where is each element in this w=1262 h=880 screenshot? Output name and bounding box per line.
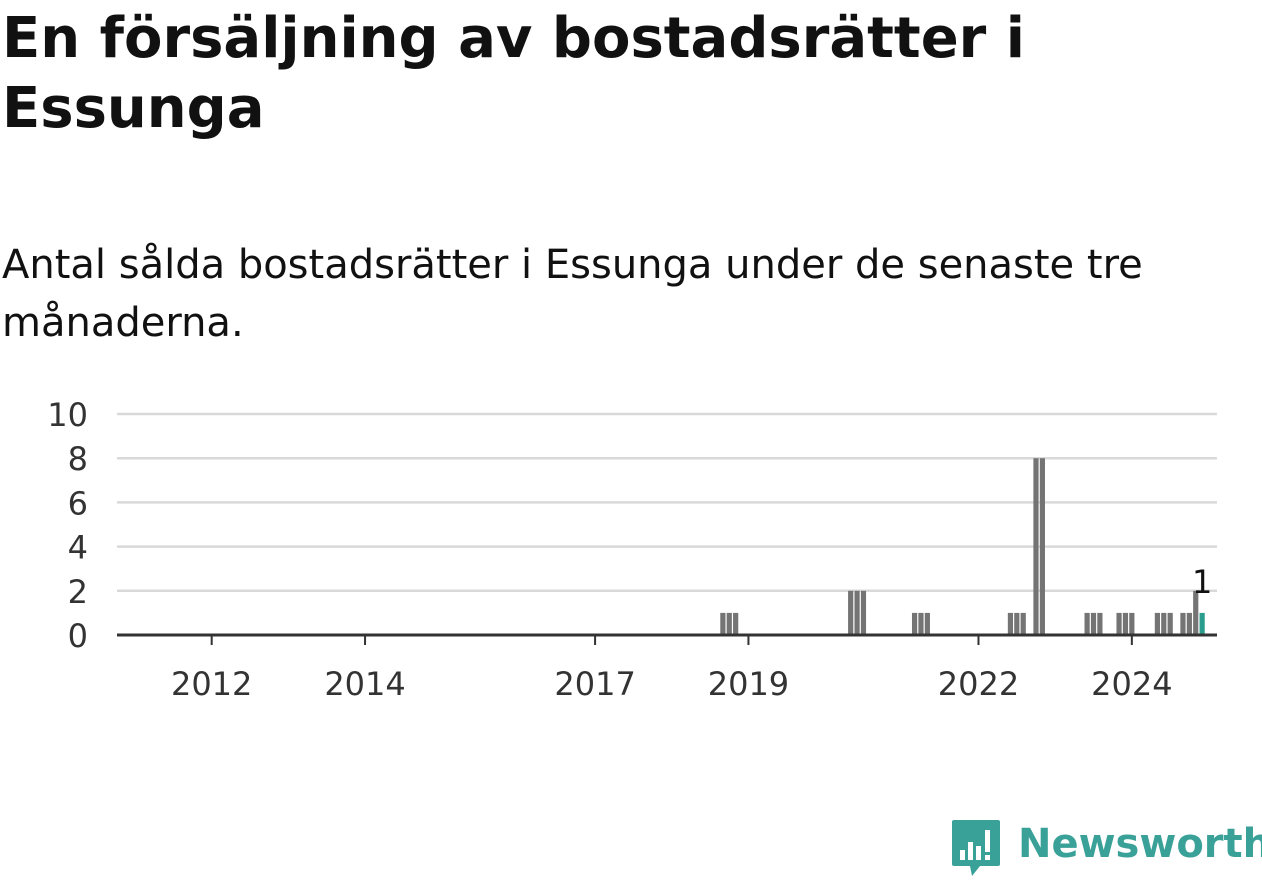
y-tick-label: 0 — [68, 617, 88, 655]
bar — [1186, 612, 1192, 635]
bar — [1199, 612, 1205, 635]
bar — [1167, 612, 1173, 635]
x-tick-label: 2017 — [554, 665, 635, 703]
x-tick-label: 2024 — [1091, 665, 1172, 703]
data-labels: 1 — [1192, 563, 1212, 601]
bar — [1020, 612, 1026, 635]
chart-subtitle: Antal sålda bostadsrätter i Essunga unde… — [2, 242, 1143, 346]
bar — [848, 590, 854, 635]
x-tick-label: 2019 — [708, 665, 789, 703]
bar — [1122, 612, 1129, 635]
y-tick-label: 2 — [68, 573, 88, 611]
logo-bar-2 — [968, 842, 973, 860]
logo-bar-1 — [960, 850, 965, 860]
bar — [1039, 458, 1045, 635]
y-axis-ticks: 0 2 4 6 8 10 — [47, 396, 88, 655]
bar — [924, 612, 930, 635]
bar — [1180, 612, 1186, 635]
y-tick-label: 6 — [68, 484, 88, 522]
bar — [918, 612, 924, 635]
gridlines — [117, 412, 1217, 593]
bar — [860, 590, 867, 635]
bars — [720, 458, 1205, 635]
bar-chart: 0 2 4 6 8 10 2012 2014 2017 2019 2022 2024 1 — [47, 396, 1217, 703]
bar — [1090, 612, 1097, 635]
brand-name: Newsworthy — [1018, 821, 1262, 867]
bar — [1014, 612, 1020, 635]
x-tick-label: 2022 — [938, 665, 1019, 703]
bar — [854, 590, 860, 635]
logo-bar-4 — [985, 830, 990, 852]
bar — [1154, 612, 1160, 635]
bar — [726, 612, 732, 635]
bar — [1097, 612, 1103, 635]
logo-dot — [985, 855, 990, 860]
bar — [1084, 612, 1090, 635]
x-tick-label: 2012 — [171, 665, 252, 703]
y-tick-label: 10 — [47, 396, 88, 434]
bar — [1193, 590, 1199, 635]
bar — [733, 612, 739, 635]
bar — [1161, 612, 1167, 635]
bar — [1129, 612, 1135, 635]
last-value-label: 1 — [1192, 563, 1212, 601]
logo-bar-3 — [976, 846, 981, 860]
x-axis-ticks: 2012 2014 2017 2019 2022 2024 — [171, 635, 1173, 703]
chart-title: En försäljning av bostadsrätter i Essung… — [2, 6, 1025, 141]
y-tick-label: 8 — [68, 440, 88, 478]
bar — [911, 612, 918, 635]
bar — [1116, 612, 1122, 635]
y-tick-label: 4 — [68, 529, 88, 567]
x-tick-label: 2014 — [324, 665, 405, 703]
newsworthy-logo-icon — [952, 820, 1000, 876]
bar — [720, 612, 726, 635]
bar — [1007, 612, 1014, 635]
bar — [1033, 458, 1039, 635]
